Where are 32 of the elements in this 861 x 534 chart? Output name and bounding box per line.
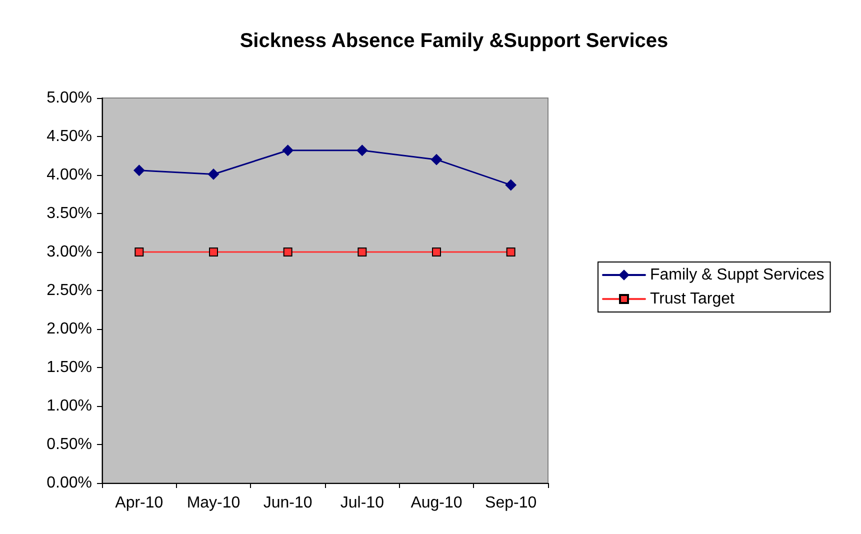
point bbox=[356, 144, 368, 156]
y-tick-label: 0.50% bbox=[46, 436, 92, 453]
y-tick-label: 3.00% bbox=[46, 244, 92, 260]
x-tick-label: Jun-10 bbox=[263, 494, 312, 512]
y-tick-label: 2.00% bbox=[46, 320, 92, 338]
y-tick-label: 4.50% bbox=[46, 128, 92, 145]
x-tick-label: Jul-10 bbox=[340, 494, 384, 512]
chart-title: Sickness Absence Family &Support Services bbox=[240, 30, 668, 52]
point bbox=[506, 248, 516, 256]
point bbox=[282, 144, 294, 156]
x-tick-label: Sep-10 bbox=[485, 494, 537, 512]
point bbox=[358, 248, 367, 256]
point bbox=[134, 248, 144, 256]
x-tick-label: Aug-10 bbox=[410, 494, 462, 512]
point bbox=[431, 154, 442, 166]
point bbox=[505, 180, 516, 191]
x-tick-label: May-10 bbox=[186, 494, 240, 512]
legend-label: Family & Suppt Services bbox=[650, 266, 824, 284]
point bbox=[208, 168, 219, 180]
y-tick-label: 4.00% bbox=[46, 166, 92, 184]
point bbox=[134, 164, 145, 176]
y-tick-label: 1.00% bbox=[46, 398, 92, 414]
x-tick-label: Apr-10 bbox=[115, 494, 164, 512]
point bbox=[283, 248, 292, 256]
y-tick-label: 2.50% bbox=[46, 282, 92, 299]
point bbox=[432, 248, 441, 256]
y-tick-label: 0.00% bbox=[46, 474, 92, 492]
point bbox=[209, 248, 218, 256]
legend-label: Trust Target bbox=[650, 290, 736, 308]
y-tick-label: 5.00% bbox=[46, 90, 92, 106]
y-tick-label: 3.50% bbox=[46, 205, 92, 222]
y-tick-label: 1.50% bbox=[46, 359, 92, 376]
